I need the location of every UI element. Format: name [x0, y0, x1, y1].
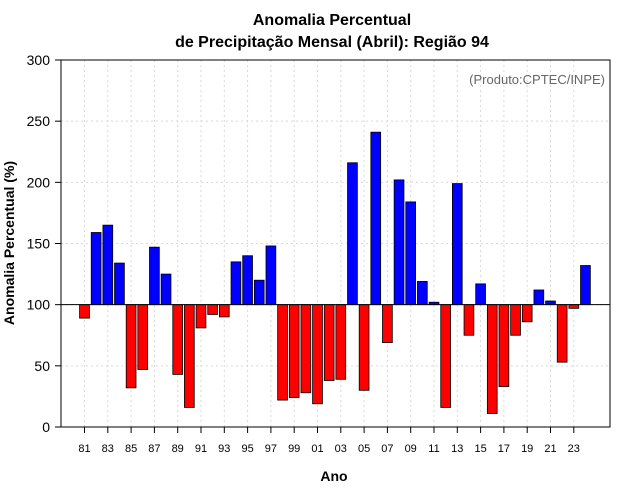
bar-20: [533, 289, 545, 306]
bar-16: [486, 304, 498, 414]
bar-96: [253, 279, 265, 306]
bar-24: [580, 265, 591, 306]
x-tick-label: 15: [474, 443, 486, 455]
x-tick-label: 85: [125, 443, 137, 455]
bar-03: [335, 304, 347, 380]
x-tick-label: 19: [521, 443, 533, 455]
bar-17: [498, 304, 510, 388]
bar-90: [184, 304, 195, 408]
y-tick-label: 100: [27, 297, 51, 313]
chart-title-line1: Anomalia Percentual: [253, 12, 411, 29]
bar-83: [102, 224, 114, 306]
bar-18: [510, 304, 521, 336]
product-annotation: (Produto:CPTEC/INPE): [469, 72, 605, 87]
x-tick-label: 07: [381, 443, 393, 455]
bar-07: [382, 304, 393, 343]
x-tick-label: 23: [568, 443, 580, 455]
y-tick-label: 300: [27, 52, 51, 68]
bar-01: [312, 304, 323, 405]
bar-14: [463, 304, 475, 336]
bar-08: [393, 179, 405, 306]
bar-10: [417, 281, 428, 306]
bar-02: [323, 304, 335, 381]
x-tick-label: 83: [102, 443, 114, 455]
y-tick-label: 0: [42, 419, 50, 435]
bar-91: [195, 304, 207, 329]
bar-92: [207, 304, 218, 315]
bar-23: [568, 304, 580, 309]
bar-95: [242, 255, 253, 306]
x-axis-label: Ano: [320, 468, 347, 484]
y-tick-label: 200: [27, 174, 51, 190]
bar-89: [172, 304, 184, 375]
bar-06: [370, 131, 382, 306]
bar-21: [545, 300, 556, 306]
bar-13: [451, 183, 463, 306]
bar-82: [90, 232, 102, 306]
x-tick-label: 09: [405, 443, 417, 455]
x-tick-label: 99: [288, 443, 300, 455]
bar-99: [288, 304, 300, 399]
x-tick-label: 91: [195, 443, 207, 455]
bar-19: [521, 304, 533, 323]
bar-12: [440, 304, 451, 408]
bar-87: [149, 246, 160, 306]
x-tick-label: 11: [428, 443, 439, 455]
x-tick-label: 97: [265, 443, 277, 455]
bar-00: [300, 304, 312, 394]
chart-title-line2: de Precipitação Mensal (Abril): Região 9…: [175, 34, 489, 51]
bar-09: [405, 201, 416, 306]
bar-84: [114, 262, 125, 306]
x-tick-label: 13: [451, 443, 463, 455]
bar-97: [265, 245, 277, 306]
x-tick-label: 87: [148, 443, 160, 455]
x-tick-label: 05: [358, 443, 370, 455]
bar-15: [475, 283, 486, 306]
bar-05: [358, 304, 370, 391]
y-tick-label: 50: [34, 358, 50, 374]
y-axis-label: Anomalia Percentual (%): [1, 161, 17, 325]
x-tick-label: 21: [544, 443, 556, 455]
y-tick-label: 250: [27, 113, 51, 129]
x-tick-label: 01: [311, 443, 323, 455]
bar-93: [218, 304, 230, 318]
bar-94: [230, 261, 242, 306]
bar-98: [277, 304, 288, 401]
bar-22: [556, 304, 568, 363]
x-tick-label: 17: [498, 443, 510, 455]
bar-88: [160, 273, 172, 306]
x-tick-label: 81: [78, 443, 90, 455]
x-tick-label: 93: [218, 443, 230, 455]
bars: [79, 131, 591, 414]
bar-04: [347, 162, 358, 306]
x-tick-label: 03: [335, 443, 347, 455]
x-tick-label: 95: [241, 443, 253, 455]
bar-86: [137, 304, 149, 370]
bar-81: [79, 304, 90, 319]
y-tick-label: 150: [27, 236, 51, 252]
x-tick-label: 89: [172, 443, 184, 455]
bar-85: [125, 304, 137, 389]
x-axis: 81 83 85 87 89 91 93 95 97 99 01 03 05 07 09 11 13 15 17 19…: [78, 427, 580, 455]
y-axis: 0 50 100 150 200 250 300: [27, 52, 61, 435]
